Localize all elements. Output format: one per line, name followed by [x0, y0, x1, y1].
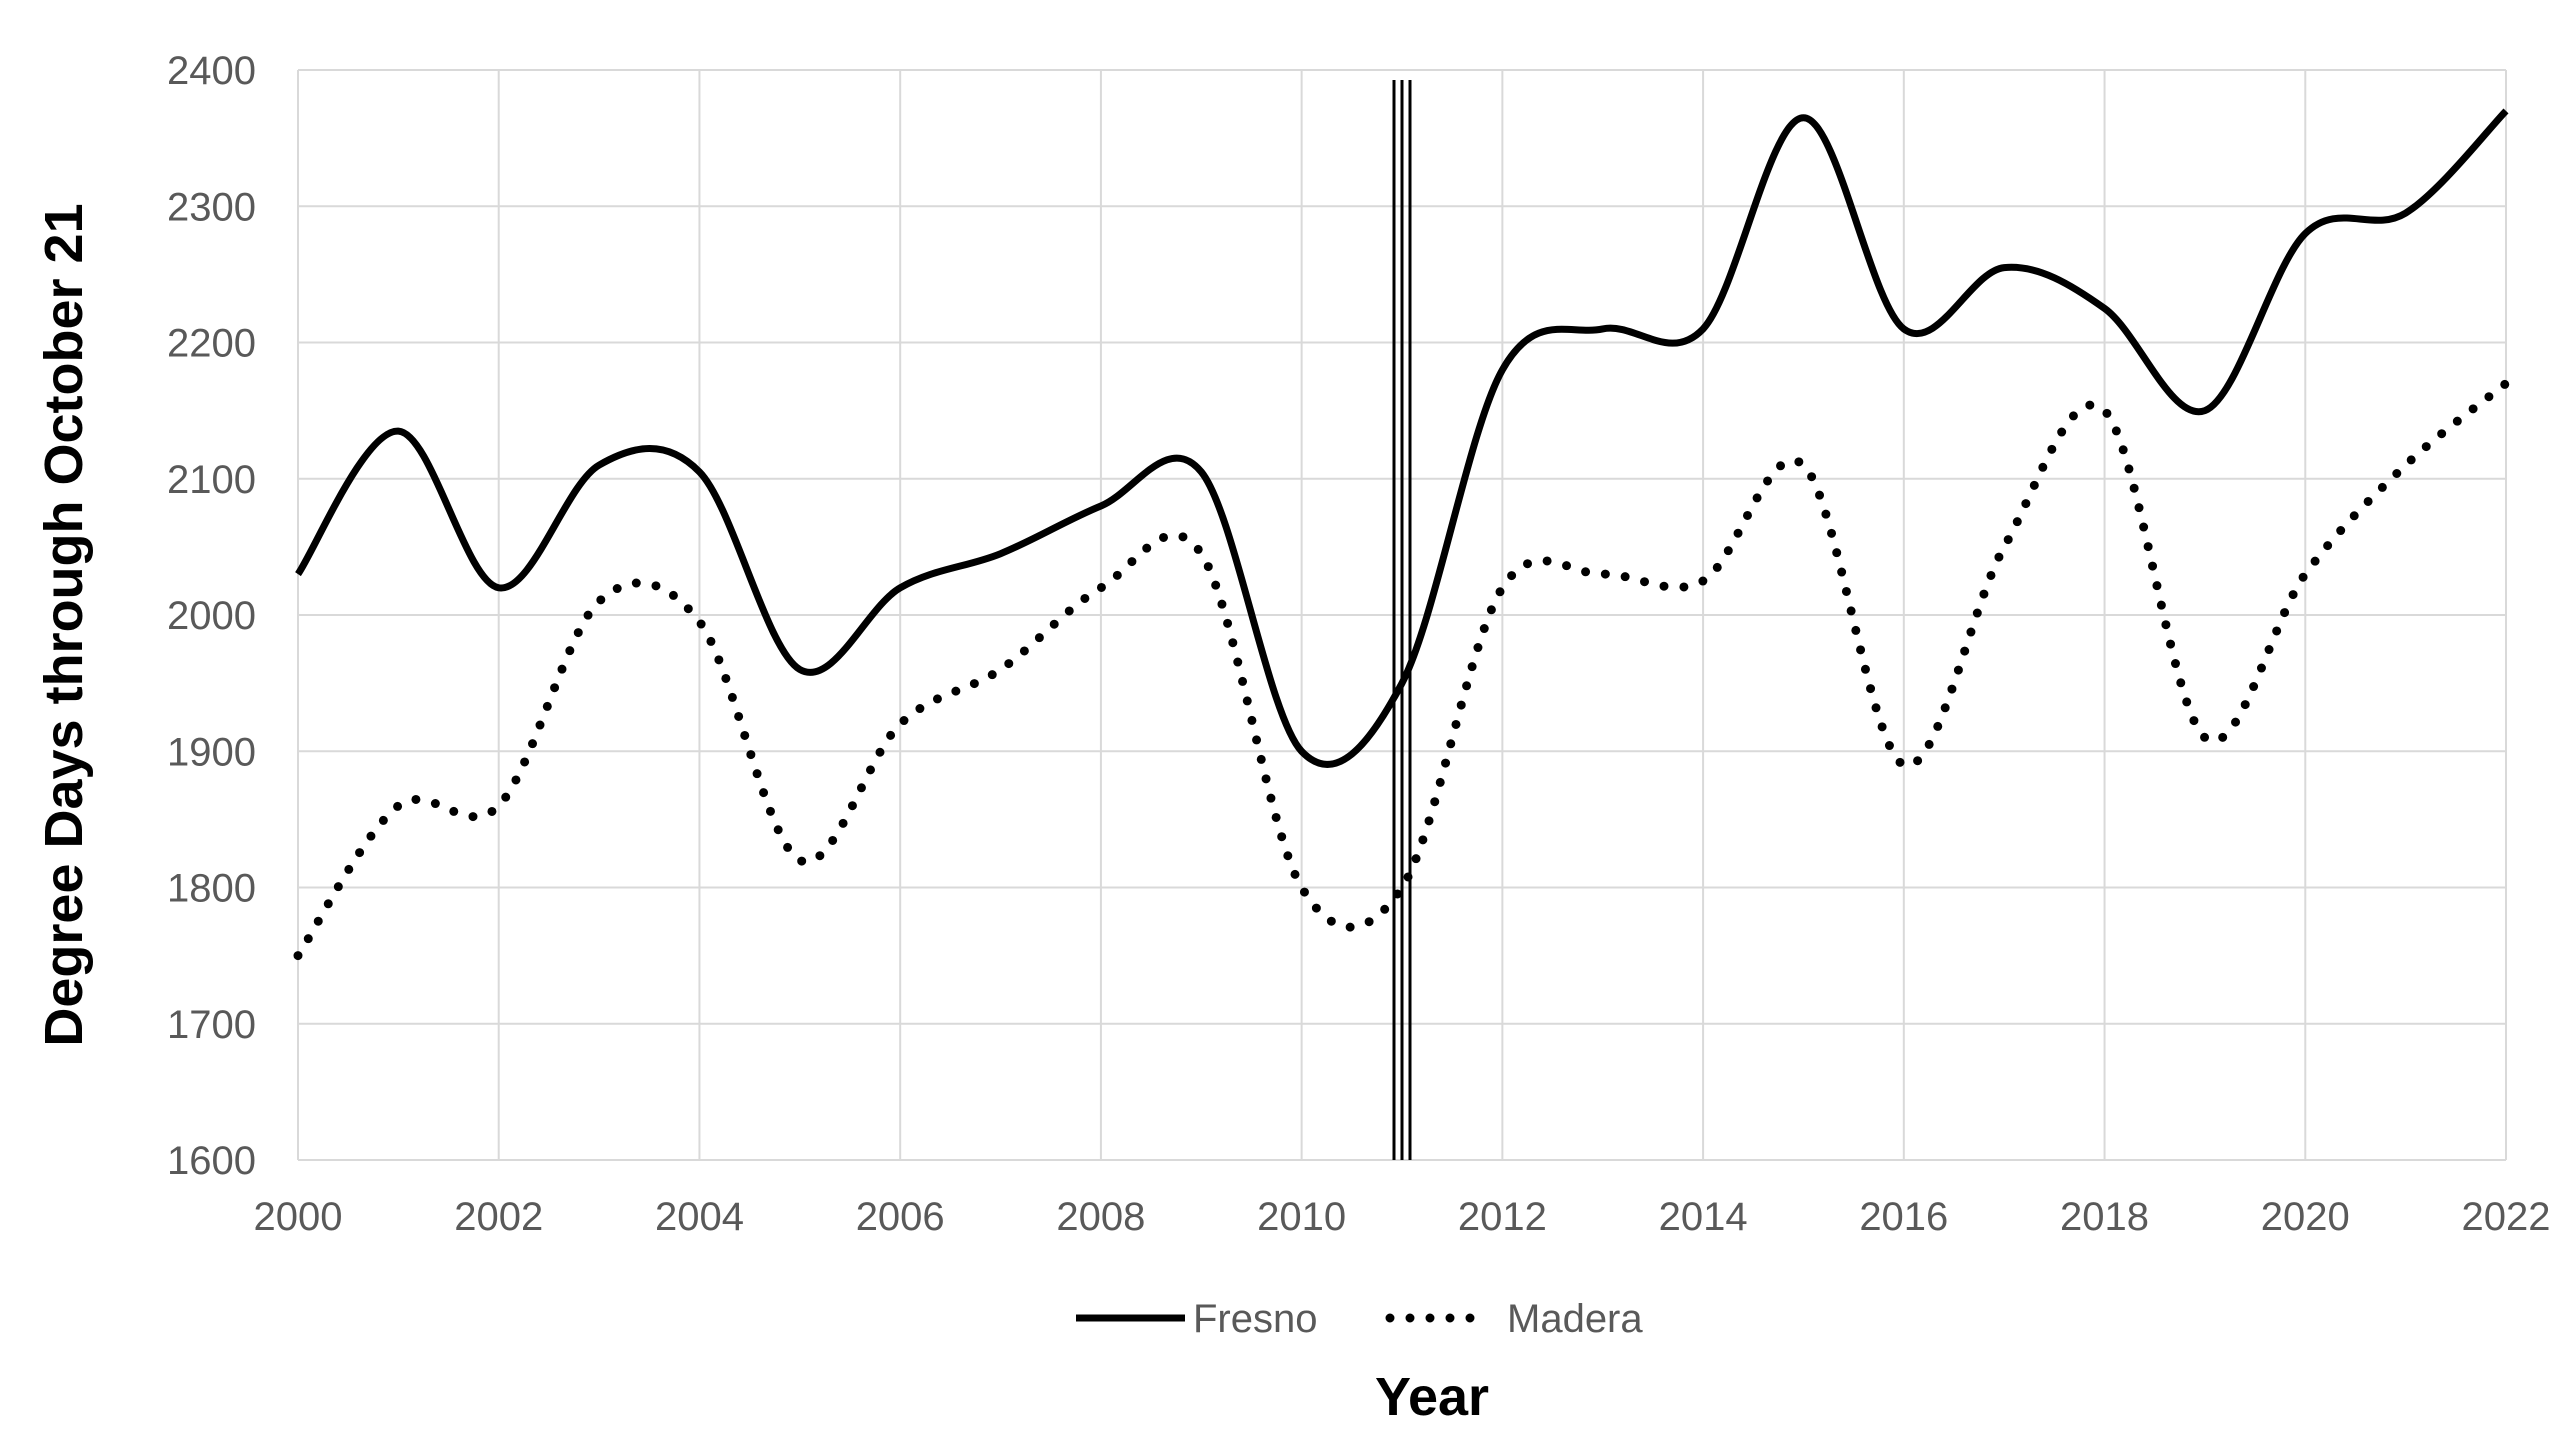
series-lines — [293, 108, 2511, 961]
legend: Fresno Madera — [1076, 1297, 1643, 1341]
y-tick-label: 1900 — [167, 730, 256, 774]
x-tick-label: 2004 — [655, 1195, 744, 1239]
x-tick-label: 2008 — [1056, 1195, 1145, 1239]
x-tick-label: 2002 — [454, 1195, 543, 1239]
x-tick-label: 2020 — [2261, 1195, 2350, 1239]
series-line-madera — [293, 378, 2511, 961]
x-tick-label: 2000 — [254, 1195, 343, 1239]
y-tick-label: 2100 — [167, 458, 256, 502]
x-axis-title: Year — [1375, 1367, 1489, 1427]
x-axis-tick-labels: 2000 2002 2004 2006 2008 2010 2012 2014 2016 2018… — [254, 1195, 2551, 1239]
y-axis-title: Degree Days through October 21 — [34, 203, 94, 1046]
x-tick-label: 2022 — [2462, 1195, 2551, 1239]
y-tick-label: 2000 — [167, 594, 256, 638]
y-tick-label: 1700 — [167, 1003, 256, 1047]
legend-label-fresno: Fresno — [1193, 1297, 1318, 1341]
x-tick-label: 2018 — [2060, 1195, 2149, 1239]
x-tick-label: 2006 — [856, 1195, 945, 1239]
vertical-marker-lines — [1392, 80, 1412, 1160]
y-tick-label: 1800 — [167, 867, 256, 911]
series-line-fresno — [295, 108, 2509, 768]
x-tick-label: 2016 — [1859, 1195, 1948, 1239]
y-tick-label: 2300 — [167, 185, 256, 229]
legend-label-madera: Madera — [1507, 1297, 1643, 1341]
y-axis-tick-labels: 1600 1700 1800 1900 2000 2100 2200 2300 2400 — [167, 49, 256, 1183]
x-tick-label: 2012 — [1458, 1195, 1547, 1239]
y-tick-label: 2400 — [167, 49, 256, 93]
y-tick-label: 2200 — [167, 322, 256, 366]
x-tick-label: 2010 — [1257, 1195, 1346, 1239]
x-tick-label: 2014 — [1659, 1195, 1748, 1239]
y-tick-label: 1600 — [167, 1139, 256, 1183]
